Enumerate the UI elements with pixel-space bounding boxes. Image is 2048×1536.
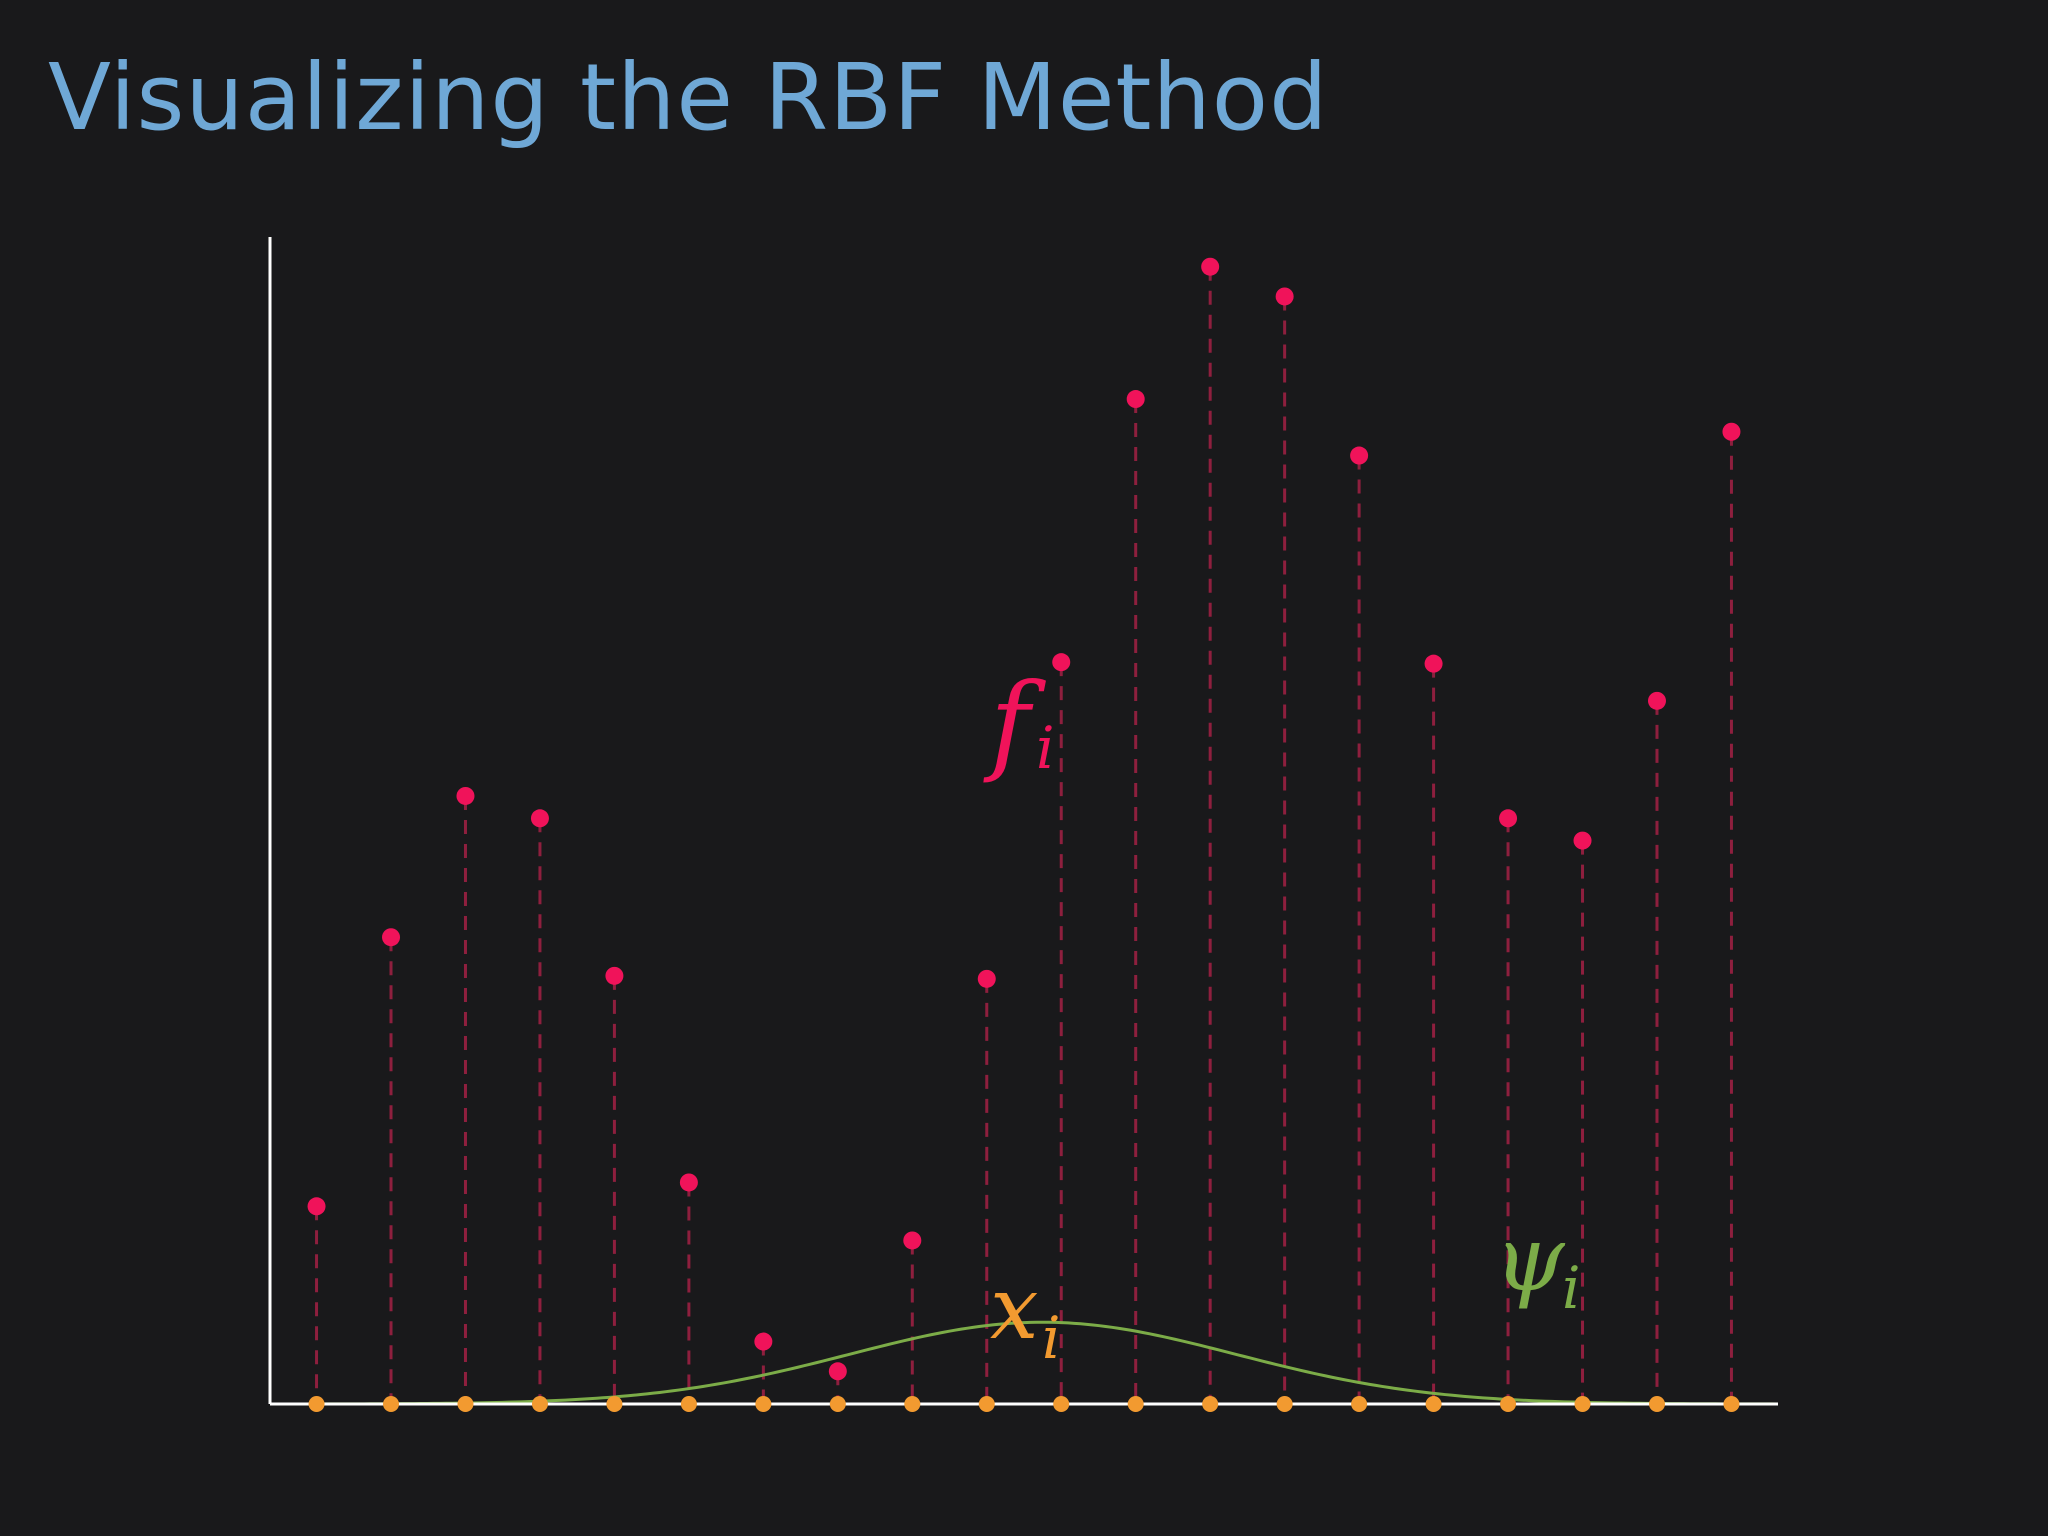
x-point <box>1127 1396 1144 1412</box>
label-x-symbol: x <box>990 1259 1039 1359</box>
x-point <box>531 1396 548 1412</box>
slide-title: Visualizing the RBF Method <box>48 44 1329 151</box>
x-point <box>383 1396 400 1412</box>
f-point <box>1722 422 1741 441</box>
f-point <box>1350 446 1369 465</box>
x-point <box>1425 1396 1442 1412</box>
f-point <box>1647 691 1666 710</box>
f-point <box>1424 654 1443 673</box>
x-point <box>1202 1396 1219 1412</box>
x-point <box>904 1396 921 1412</box>
f-point <box>679 1173 698 1192</box>
f-point <box>1275 287 1294 306</box>
label-psi: ψ i <box>1494 1207 1581 1322</box>
x-point <box>1276 1396 1293 1412</box>
f-point <box>1201 257 1220 276</box>
f-point <box>605 966 624 985</box>
label-x-subscript: i <box>1042 1304 1061 1372</box>
x-point <box>829 1396 846 1412</box>
x-point <box>606 1396 623 1412</box>
f-point <box>1052 653 1071 672</box>
label-f-subscript: i <box>1036 714 1055 782</box>
x-points <box>308 1396 1740 1412</box>
f-point <box>754 1332 773 1351</box>
x-point <box>1574 1396 1591 1412</box>
label-psi-symbol: ψ <box>1494 1207 1566 1312</box>
x-point <box>308 1396 325 1412</box>
axes <box>268 237 1778 1406</box>
x-point <box>978 1396 995 1412</box>
f-point <box>530 809 549 828</box>
stem-lines <box>315 266 1733 1404</box>
x-point <box>755 1396 772 1412</box>
f-points <box>307 257 1741 1381</box>
f-point <box>828 1362 847 1381</box>
psi-curve <box>270 1320 1779 1406</box>
f-point <box>1499 809 1518 828</box>
x-point <box>1351 1396 1368 1412</box>
x-point <box>457 1396 474 1412</box>
f-point <box>903 1231 922 1250</box>
x-point <box>1648 1396 1665 1412</box>
label-psi-subscript: i <box>1562 1254 1581 1322</box>
x-point <box>1723 1396 1740 1412</box>
f-point <box>307 1197 326 1216</box>
f-point <box>456 786 475 805</box>
x-point <box>680 1396 697 1412</box>
x-point <box>1053 1396 1070 1412</box>
label-x: x i <box>990 1259 1061 1372</box>
f-point <box>382 928 401 947</box>
label-f: f i <box>983 661 1055 786</box>
f-point <box>977 969 996 988</box>
f-point <box>1573 831 1592 850</box>
f-point <box>1126 390 1145 409</box>
x-point <box>1500 1396 1517 1412</box>
